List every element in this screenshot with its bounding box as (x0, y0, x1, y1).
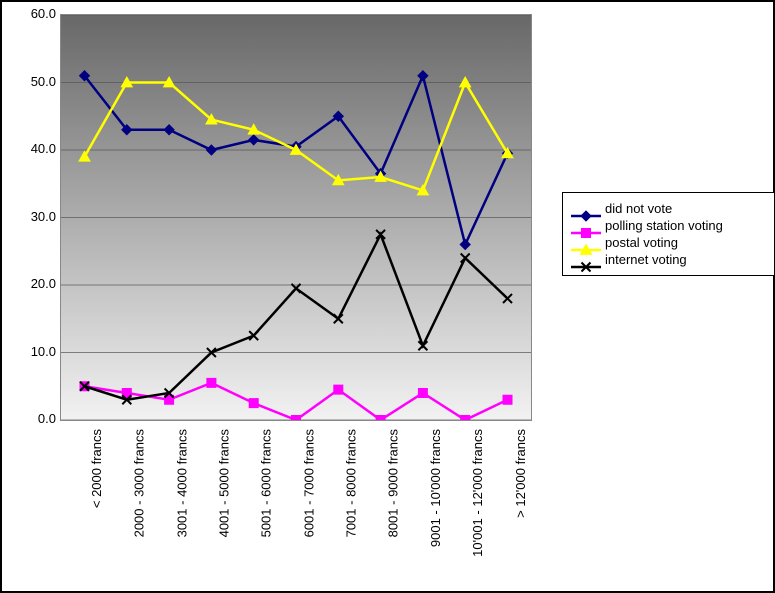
series-polling_station (80, 378, 512, 420)
x-tick-label: 3001 - 4000 francs (174, 429, 189, 537)
x-tick-label: 5001 - 6000 francs (259, 429, 274, 537)
y-tick-label: 40.0 (22, 141, 56, 156)
series-internet (80, 230, 512, 404)
x-tick-label: 6001 - 7000 francs (301, 429, 316, 537)
y-tick-label: 0.0 (22, 411, 56, 426)
x-tick-label: 10'001 - 12'000 francs (470, 429, 485, 557)
y-tick-label: 20.0 (22, 276, 56, 291)
y-tick-label: 50.0 (22, 74, 56, 89)
y-tick-label: 30.0 (22, 209, 56, 224)
y-tick-label: 60.0 (22, 6, 56, 21)
series-did_not_vote (80, 71, 513, 250)
x-tick-label: 4001 - 5000 francs (216, 429, 231, 537)
x-tick-label: 9001 - 10'000 francs (428, 429, 443, 547)
legend-label: internet voting (605, 252, 687, 267)
legend-label: postal voting (605, 235, 678, 250)
legend: did not vote polling station voting postal… (562, 192, 775, 276)
x-tick-label: 2000 - 3000 francs (132, 429, 147, 537)
chart-frame: 0.0 10.0 20.0 30.0 40.0 50.0 60.0 < 2000 franc… (0, 0, 775, 593)
plot-area (60, 14, 532, 421)
plot-svg (61, 15, 531, 420)
x-tick-label: 8001 - 9000 francs (386, 429, 401, 537)
y-tick-label: 10.0 (22, 344, 56, 359)
x-tick-label: 7001 - 8000 francs (343, 429, 358, 537)
legend-label: polling station voting (605, 218, 723, 233)
legend-label: did not vote (605, 201, 672, 216)
x-tick-label: > 12'000 francs (513, 429, 528, 518)
x-axis-labels: < 2000 francs 2000 - 3000 francs 3001 - 40… (60, 423, 530, 578)
legend-item-did_not_vote: did not vote (571, 201, 766, 216)
x-tick-label: < 2000 francs (90, 429, 105, 508)
